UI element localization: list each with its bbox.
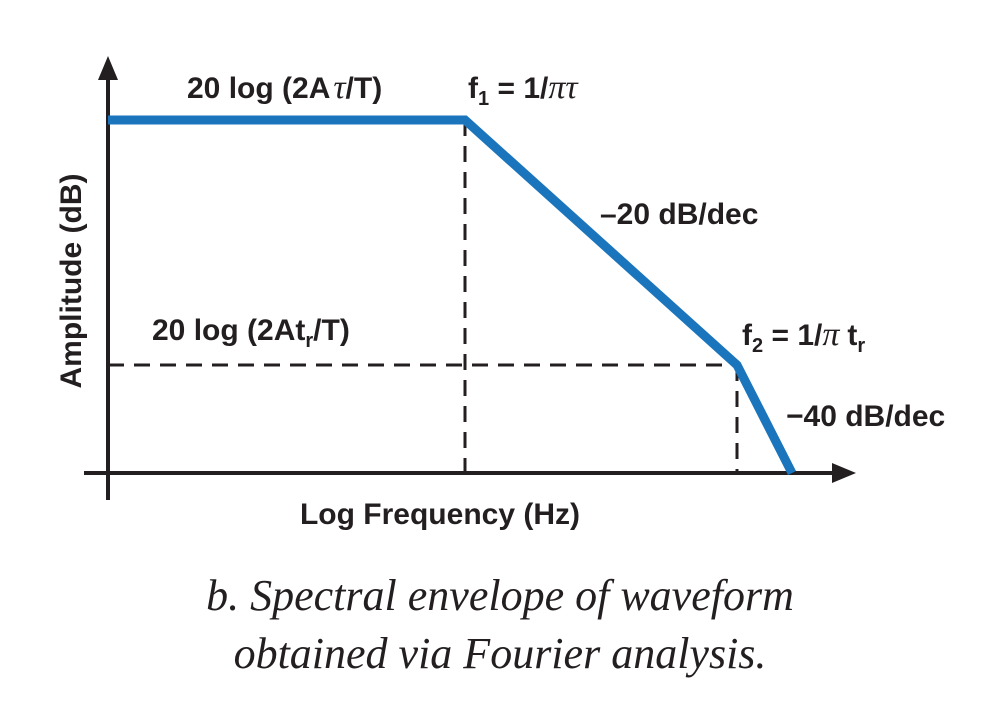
y-axis-arrowhead bbox=[98, 56, 118, 80]
low-level-label: 20 log (2Atr/T) bbox=[152, 314, 350, 352]
f2-label: f2 = 1/π tr bbox=[742, 316, 865, 357]
y-axis-label: Amplitude (dB) bbox=[55, 174, 88, 389]
x-axis-label: Log Frequency (Hz) bbox=[300, 498, 580, 531]
slope-40-label: −40 dB/dec bbox=[786, 400, 945, 433]
caption-line-1: b. Spectral envelope of waveform bbox=[206, 571, 794, 620]
x-axis-arrowhead bbox=[832, 463, 856, 483]
f1-label: f1 = 1/πτ bbox=[468, 69, 579, 110]
caption-line-2: obtained via Fourier analysis. bbox=[233, 629, 767, 678]
spectral-envelope-line bbox=[108, 115, 797, 476]
slope-20-label: –20 dB/dec bbox=[600, 198, 758, 231]
high-level-label: 20 log (2Aτ/T) bbox=[187, 69, 382, 106]
